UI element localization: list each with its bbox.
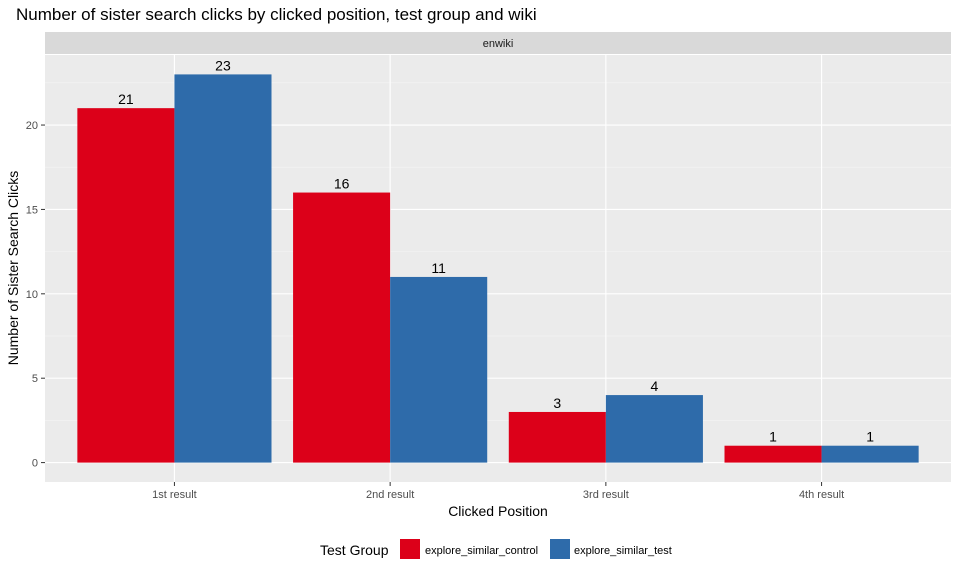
- legend-label-test: explore_similar_test: [574, 545, 672, 557]
- data-label: 1: [866, 429, 874, 445]
- legend: Test Group explore_similar_control explo…: [320, 539, 672, 559]
- bar: [293, 192, 391, 463]
- bar: [508, 411, 606, 463]
- x-tick-label: 4th result: [799, 489, 844, 501]
- x-tick-label: 2nd result: [366, 489, 414, 501]
- chart-title: Number of sister search clicks by clicke…: [16, 5, 537, 24]
- bar: [724, 445, 822, 463]
- facet-strip-label: enwiki: [483, 38, 514, 50]
- y-tick-label: 20: [26, 120, 38, 132]
- data-label: 4: [650, 378, 658, 394]
- y-tick-label: 5: [32, 373, 38, 385]
- x-axis-ticks: 1st result 2nd result 3rd result 4th result: [152, 482, 844, 501]
- bar: [77, 108, 175, 463]
- bar: [821, 445, 919, 463]
- facet-strip: [45, 32, 951, 54]
- data-label: 11: [431, 260, 446, 276]
- x-axis-title: Clicked Position: [448, 503, 548, 519]
- data-label: 1: [769, 429, 777, 445]
- data-label: 16: [334, 176, 350, 192]
- y-axis-ticks: 0 5 10 15 20: [26, 120, 45, 470]
- data-label: 23: [215, 57, 231, 73]
- legend-label-control: explore_similar_control: [425, 545, 538, 557]
- data-label: 21: [118, 91, 134, 107]
- y-tick-label: 0: [32, 458, 38, 470]
- bar: [605, 395, 703, 463]
- data-labels: 21 16 3 1 23 11 4 1: [118, 57, 874, 444]
- data-label: 3: [553, 395, 561, 411]
- y-tick-label: 15: [26, 204, 38, 216]
- bars: [77, 74, 919, 463]
- legend-title: Test Group: [320, 542, 389, 558]
- bar: [174, 74, 272, 463]
- y-axis-title: Number of Sister Search Clicks: [5, 171, 21, 366]
- bar: [390, 276, 488, 463]
- x-tick-label: 3rd result: [583, 489, 629, 501]
- x-tick-label: 1st result: [152, 489, 197, 501]
- y-tick-label: 10: [26, 289, 38, 301]
- legend-key-test: [550, 539, 570, 559]
- legend-key-control: [400, 539, 420, 559]
